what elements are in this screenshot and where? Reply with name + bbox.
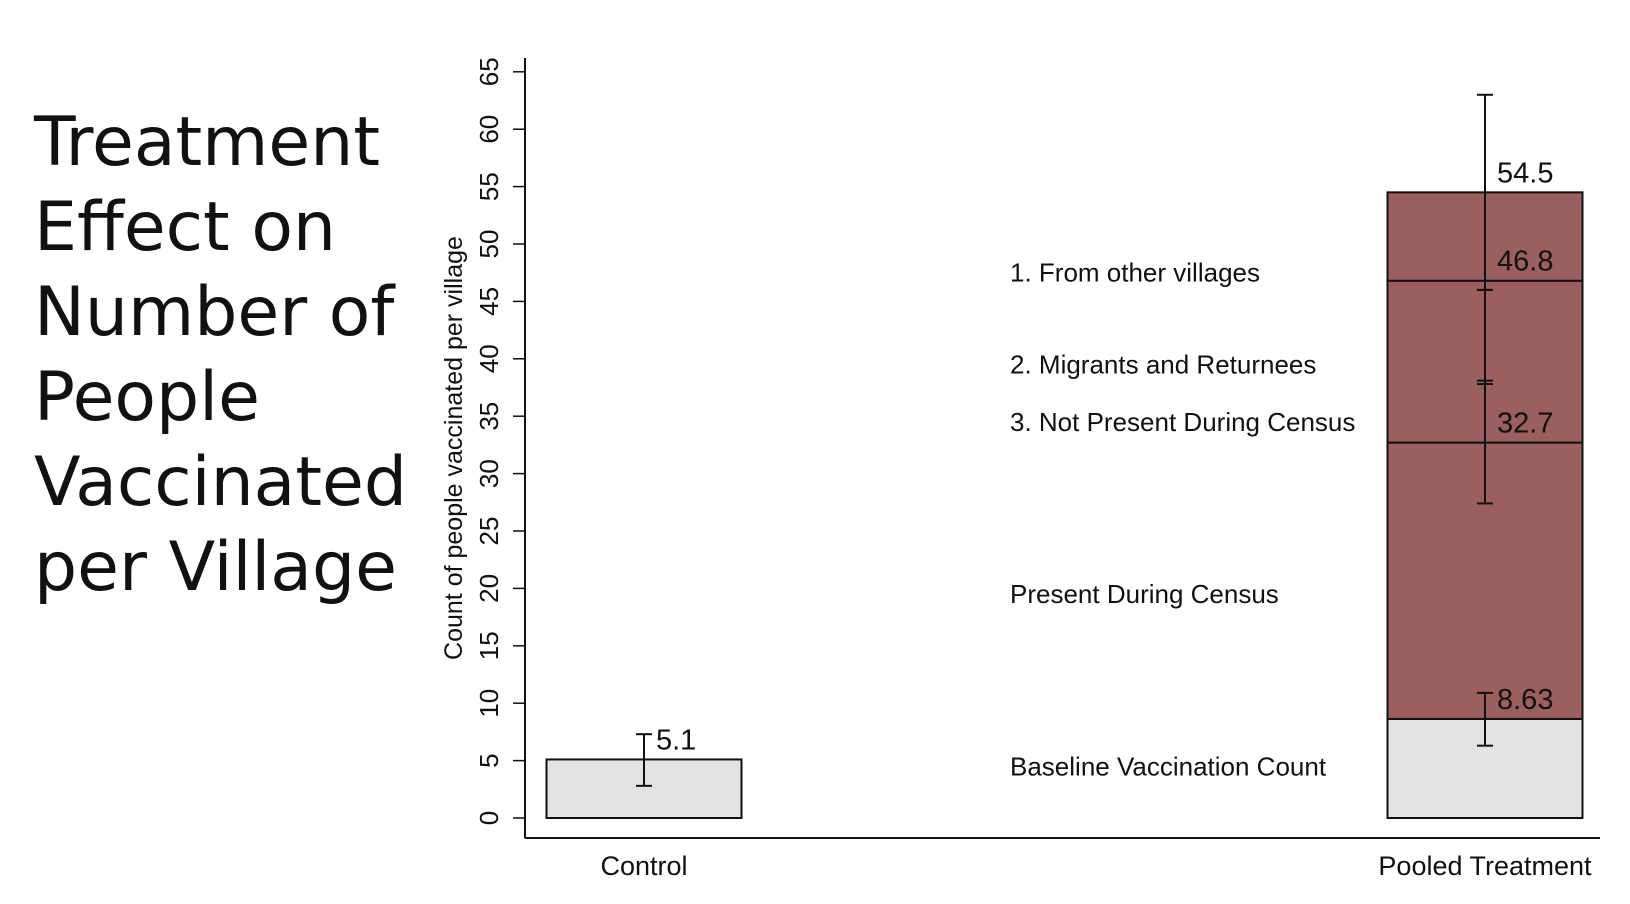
y-tick-label: 55 xyxy=(474,172,504,201)
annotation-label: 3. Not Present During Census xyxy=(1010,407,1355,437)
chart-axes: 0 5 10 15 20 25 30 35 40 45 50 55 60 65 Count of peopl… xyxy=(440,57,1600,881)
annotation-label: Baseline Vaccination Count xyxy=(1010,751,1327,781)
chart-bars xyxy=(545,191,1584,820)
y-tick-label: 30 xyxy=(474,459,504,488)
chart-annotations: Baseline Vaccination Count Present During… xyxy=(1010,258,1355,782)
y-tick-label: 5 xyxy=(474,753,504,767)
y-tick-label: 0 xyxy=(474,811,504,825)
y-tick-label: 35 xyxy=(474,402,504,431)
slide-title: Treatment Effect on Number of People Vac… xyxy=(34,103,408,607)
y-axis-title: Count of people vaccinated per village xyxy=(440,236,468,660)
annotation-label: 2. Migrants and Returnees xyxy=(1010,350,1316,380)
y-tick-label: 40 xyxy=(474,344,504,373)
x-category-label: Pooled Treatment xyxy=(1378,851,1592,881)
annotation-label: Present During Census xyxy=(1010,579,1279,609)
data-value-label: 46.8 xyxy=(1497,246,1553,278)
y-tick-label: 65 xyxy=(474,57,504,86)
y-tick-label: 45 xyxy=(474,287,504,316)
y-tick-label: 10 xyxy=(474,689,504,718)
y-tick-label: 25 xyxy=(474,517,504,546)
chart-error-bars: 5.1 8.63 32.7 46.8 54.5 xyxy=(636,93,1553,787)
y-tick-label: 50 xyxy=(474,230,504,259)
annotation-label: 1. From other villages xyxy=(1010,258,1260,288)
x-category-label: Control xyxy=(600,851,687,881)
y-tick-label: 20 xyxy=(474,574,504,603)
data-value-label: 54.5 xyxy=(1497,157,1553,189)
data-value-label: 8.63 xyxy=(1497,684,1553,716)
data-value-label: 32.7 xyxy=(1497,408,1553,440)
data-value-label: 5.1 xyxy=(656,724,696,756)
y-tick-label: 60 xyxy=(474,115,504,144)
bar-segment xyxy=(545,758,743,820)
y-tick-label: 15 xyxy=(474,631,504,660)
